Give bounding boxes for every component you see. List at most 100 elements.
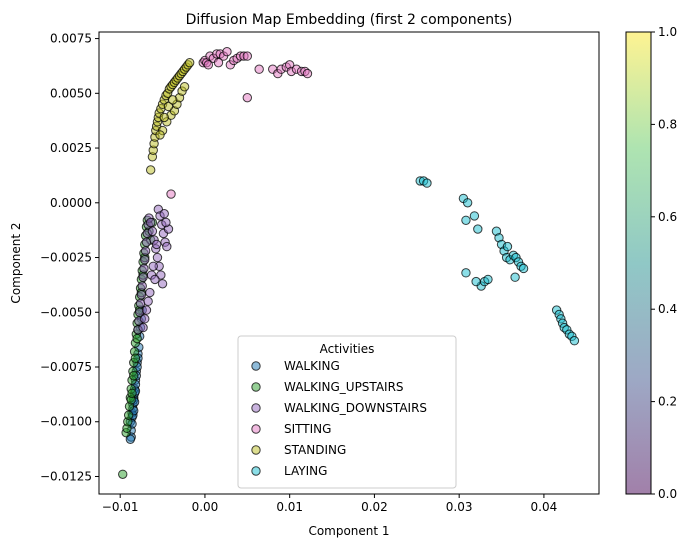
point-laying-6 [469, 211, 480, 221]
point-walking-downstairs-14 [145, 217, 156, 228]
point-laying-5 [461, 215, 471, 226]
points-layer [118, 47, 580, 479]
colorbar-tick-label: 0.8 [658, 117, 677, 131]
point-standing-39 [168, 95, 178, 105]
point-sitting-29 [213, 57, 224, 68]
legend-label-walking-upstairs: WALKING_UPSTAIRS [284, 380, 404, 394]
point-laying-34 [502, 241, 513, 252]
x-tick-label: 0.03 [446, 500, 473, 514]
legend-marker-sitting [251, 424, 261, 434]
point-walking-downstairs-3 [135, 298, 146, 309]
point-walking-upstairs-33 [130, 353, 141, 363]
point-laying-4 [462, 198, 473, 208]
point-sitting-28 [203, 60, 214, 70]
point-standing-36 [155, 130, 165, 140]
y-tick-label: 0.0000 [50, 196, 92, 210]
y-tick-label: −0.0125 [40, 469, 92, 483]
point-walking-downstairs-21 [157, 279, 168, 289]
point-walking-downstairs-31 [148, 261, 158, 271]
legend-label-laying: LAYING [284, 464, 327, 478]
point-sitting-16 [242, 92, 253, 103]
point-walking-downstairs-32 [150, 274, 160, 285]
point-walking-downstairs-34 [143, 296, 153, 307]
x-tick-label: −0.01 [102, 500, 139, 514]
point-walking-downstairs-27 [162, 241, 172, 252]
point-standing-27 [184, 57, 195, 68]
x-axis-label: Component 1 [308, 524, 389, 538]
y-tick-label: −0.0100 [40, 415, 92, 429]
colorbar-gradient [626, 32, 651, 494]
y-tick-label: −0.0025 [40, 251, 92, 265]
point-laying-11 [483, 274, 493, 285]
point-walking-downstairs-7 [139, 263, 149, 274]
point-walking-downstairs-10 [141, 237, 152, 247]
point-walking-downstairs-38 [151, 239, 162, 250]
y-tick-label: 0.0075 [50, 32, 92, 46]
point-walking-downstairs-35 [141, 305, 152, 315]
plot-frame [98, 31, 600, 495]
point-walking-upstairs-0 [118, 469, 128, 479]
point-sitting-17 [254, 64, 264, 74]
point-laying-23 [510, 272, 520, 282]
y-axis-label: Component 2 [9, 222, 23, 303]
point-walking-downstairs-36 [140, 314, 150, 324]
point-walking-upstairs-34 [132, 333, 142, 344]
y-tick-label: 0.0050 [50, 86, 92, 100]
y-tick-label: −0.0075 [40, 360, 92, 374]
x-axis: −0.01 0.00 0.01 0.02 0.03 0.04 [102, 494, 557, 514]
point-sitting-15 [242, 51, 253, 61]
colorbar-tick-label: 0.4 [658, 302, 677, 316]
y-tick-label: 0.0025 [50, 141, 92, 155]
legend-marker-walking-downstairs [251, 403, 261, 413]
colorbar-frame [625, 31, 652, 495]
x-tick-label: 0.00 [192, 500, 219, 514]
point-sitting-27 [302, 68, 313, 79]
legend-marker-standing [251, 445, 261, 455]
y-axis: −0.0125 −0.0100 −0.0075 −0.0050 −0.0025 0.000… [40, 32, 99, 483]
point-standing-0 [145, 165, 156, 175]
legend-label-standing: STANDING [284, 443, 346, 457]
point-walking-25 [125, 434, 136, 444]
legend-label-sitting: SITTING [284, 422, 331, 436]
legend-frame [237, 335, 457, 489]
legend-marker-laying [251, 466, 261, 476]
point-walking-upstairs-32 [129, 371, 139, 381]
chart-title: Diffusion Map Embedding (first 2 compone… [186, 12, 513, 28]
point-walking-downstairs-9 [140, 246, 151, 256]
x-tick-label: 0.04 [531, 500, 558, 514]
x-tick-label: 0.02 [361, 500, 388, 514]
point-laying-2 [422, 178, 432, 188]
point-walking-downstairs-18 [152, 252, 163, 263]
legend-label-walking-downstairs: WALKING_DOWNSTAIRS [284, 401, 427, 415]
point-laying-22 [518, 263, 529, 274]
legend-label-walking: WALKING [284, 359, 340, 373]
point-walking-upstairs-31 [127, 388, 137, 398]
point-sitting-9 [222, 47, 232, 57]
point-walking-downstairs-8 [140, 255, 150, 265]
colorbar: 0.0 0.2 0.4 0.6 0.8 1.0 [625, 25, 677, 501]
point-walking-downstairs-29 [161, 217, 171, 228]
point-standing-37 [159, 112, 169, 123]
point-walking-downstairs-6 [138, 272, 148, 282]
point-standing-34 [179, 82, 190, 92]
colorbar-tick-label: 0.2 [658, 395, 677, 409]
point-sitting-0 [166, 189, 176, 199]
legend-title: Activities [320, 342, 375, 356]
x-tick-label: 0.01 [276, 500, 303, 514]
point-laying-32 [569, 336, 580, 346]
point-walking-downstairs-5 [137, 281, 147, 291]
legend: Activities WALKING WALKING_UPSTAIRS WALKIN… [237, 335, 457, 489]
colorbar-tick-label: 0.0 [658, 487, 677, 501]
point-standing-38 [163, 101, 174, 112]
y-tick-label: −0.0050 [40, 305, 92, 319]
point-walking-downstairs-39 [159, 209, 169, 219]
point-laying-33 [471, 276, 481, 287]
legend-marker-walking [251, 361, 261, 371]
point-walking-upstairs-4 [123, 410, 134, 420]
legend-marker-walking-upstairs [251, 382, 261, 392]
point-laying-7 [473, 224, 483, 234]
colorbar-tick-label: 0.6 [658, 210, 677, 224]
point-walking-downstairs-4 [136, 290, 147, 300]
point-laying-8 [461, 268, 471, 278]
